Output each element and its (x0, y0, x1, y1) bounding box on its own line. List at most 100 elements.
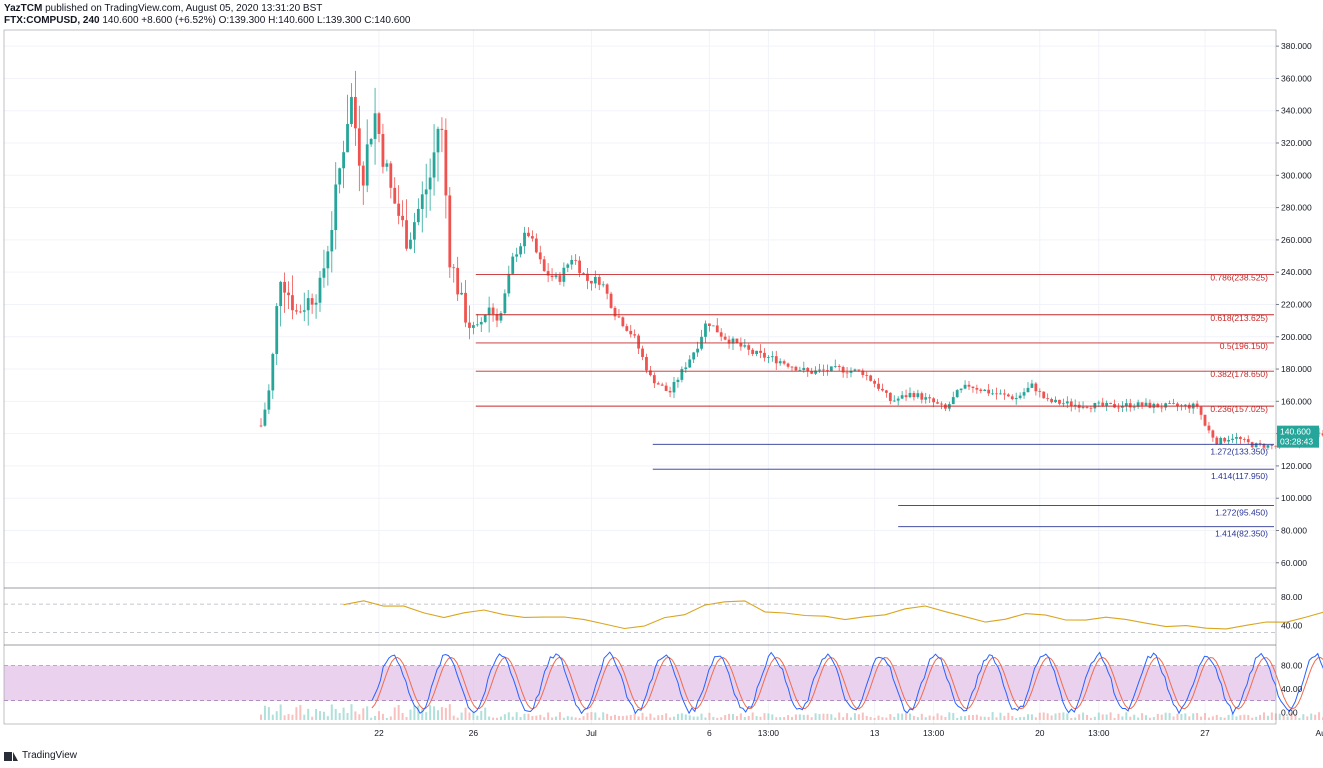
candle-body (1089, 407, 1093, 409)
volume-bar (999, 712, 1002, 720)
volume-bar (775, 717, 778, 720)
candle (350, 83, 353, 127)
candle-body (1101, 402, 1105, 406)
volume-bar (669, 717, 672, 720)
volume-bar (1109, 712, 1112, 720)
candle-body (1062, 403, 1065, 405)
volume-bar (1034, 717, 1037, 720)
grid-lines (4, 30, 1323, 724)
candle-body (1199, 406, 1203, 415)
volume-bar (975, 714, 978, 720)
candle (322, 249, 326, 288)
candle (963, 380, 967, 390)
volume-bar (543, 717, 546, 720)
x-tick-label: Aug (1315, 728, 1323, 738)
volume-bar (732, 714, 734, 720)
candle-body (621, 317, 625, 327)
candle-body (826, 370, 829, 372)
candle-body (279, 281, 283, 307)
candle-body (916, 393, 920, 398)
candle (1148, 399, 1152, 409)
candle (1018, 392, 1022, 400)
candle (1258, 439, 1262, 447)
candle (613, 305, 617, 321)
volume-bar (452, 715, 455, 720)
candle-body (1097, 402, 1101, 404)
rsi-line (343, 600, 1323, 630)
candle (432, 124, 436, 196)
stoch-pane[interactable] (4, 651, 1323, 720)
candle (900, 391, 904, 400)
candle-body (1239, 437, 1242, 440)
candle (865, 371, 869, 381)
volume-bar (1310, 713, 1313, 720)
candle-body (1246, 439, 1250, 443)
candle-body (920, 393, 924, 400)
candle-body (900, 395, 904, 399)
candle-body (574, 259, 578, 261)
candle (1077, 401, 1081, 413)
volume-bar (519, 717, 522, 720)
volume-bar (728, 713, 731, 720)
candle (330, 211, 334, 273)
volume-bar (535, 715, 538, 720)
candle-body (806, 367, 810, 372)
candle-body (1207, 425, 1211, 431)
candle-body (833, 365, 837, 367)
candle (1081, 401, 1085, 410)
candle-body (1006, 394, 1010, 397)
candle (704, 320, 707, 344)
candle (826, 364, 829, 376)
volume-bar (822, 713, 825, 720)
candle (1219, 436, 1223, 445)
candle-body (731, 338, 735, 344)
candle-body (1211, 430, 1215, 438)
volume-bar (716, 717, 719, 720)
candle-body (963, 384, 967, 389)
stoch-tick-label: 80.00 (1281, 661, 1303, 671)
candle (912, 390, 916, 401)
stoch-k-line (371, 651, 1323, 716)
candle-body (625, 326, 629, 331)
candle-body (593, 276, 597, 284)
candle-body (1121, 406, 1124, 408)
candle (1231, 434, 1234, 443)
rsi-pane[interactable] (4, 596, 1323, 633)
candle (916, 389, 920, 399)
candle (959, 388, 963, 393)
high-label: H: (268, 15, 279, 26)
candle-body (401, 215, 404, 221)
volume-bar (1062, 712, 1065, 720)
candle (1022, 388, 1026, 399)
volume-bar (1259, 714, 1262, 720)
candle (385, 159, 389, 172)
candle-body (1026, 387, 1030, 393)
candle-body (534, 238, 538, 253)
candle-body (413, 222, 416, 240)
candle-body (558, 275, 562, 282)
candle (778, 358, 782, 366)
volume-bar (948, 712, 951, 720)
candle-body (1085, 406, 1089, 408)
volume-bar (598, 717, 601, 720)
candle (955, 389, 959, 398)
candle (1176, 402, 1179, 412)
candle (782, 359, 786, 366)
candle (405, 199, 408, 251)
candle-body (837, 365, 841, 367)
candle (936, 399, 939, 405)
chart-frame (3, 29, 1277, 725)
candle-body (739, 342, 743, 347)
candle-body (770, 356, 774, 358)
price-tag-value: 140.600 (1280, 427, 1311, 437)
price-pane[interactable] (259, 70, 1323, 461)
candle (523, 226, 526, 254)
candle (1050, 397, 1053, 404)
candle-body (1227, 439, 1230, 442)
volume-bar (637, 716, 640, 720)
volume-bar (1125, 712, 1128, 720)
candle-body (1132, 406, 1136, 408)
candle (672, 377, 676, 399)
candle-body (818, 369, 821, 371)
